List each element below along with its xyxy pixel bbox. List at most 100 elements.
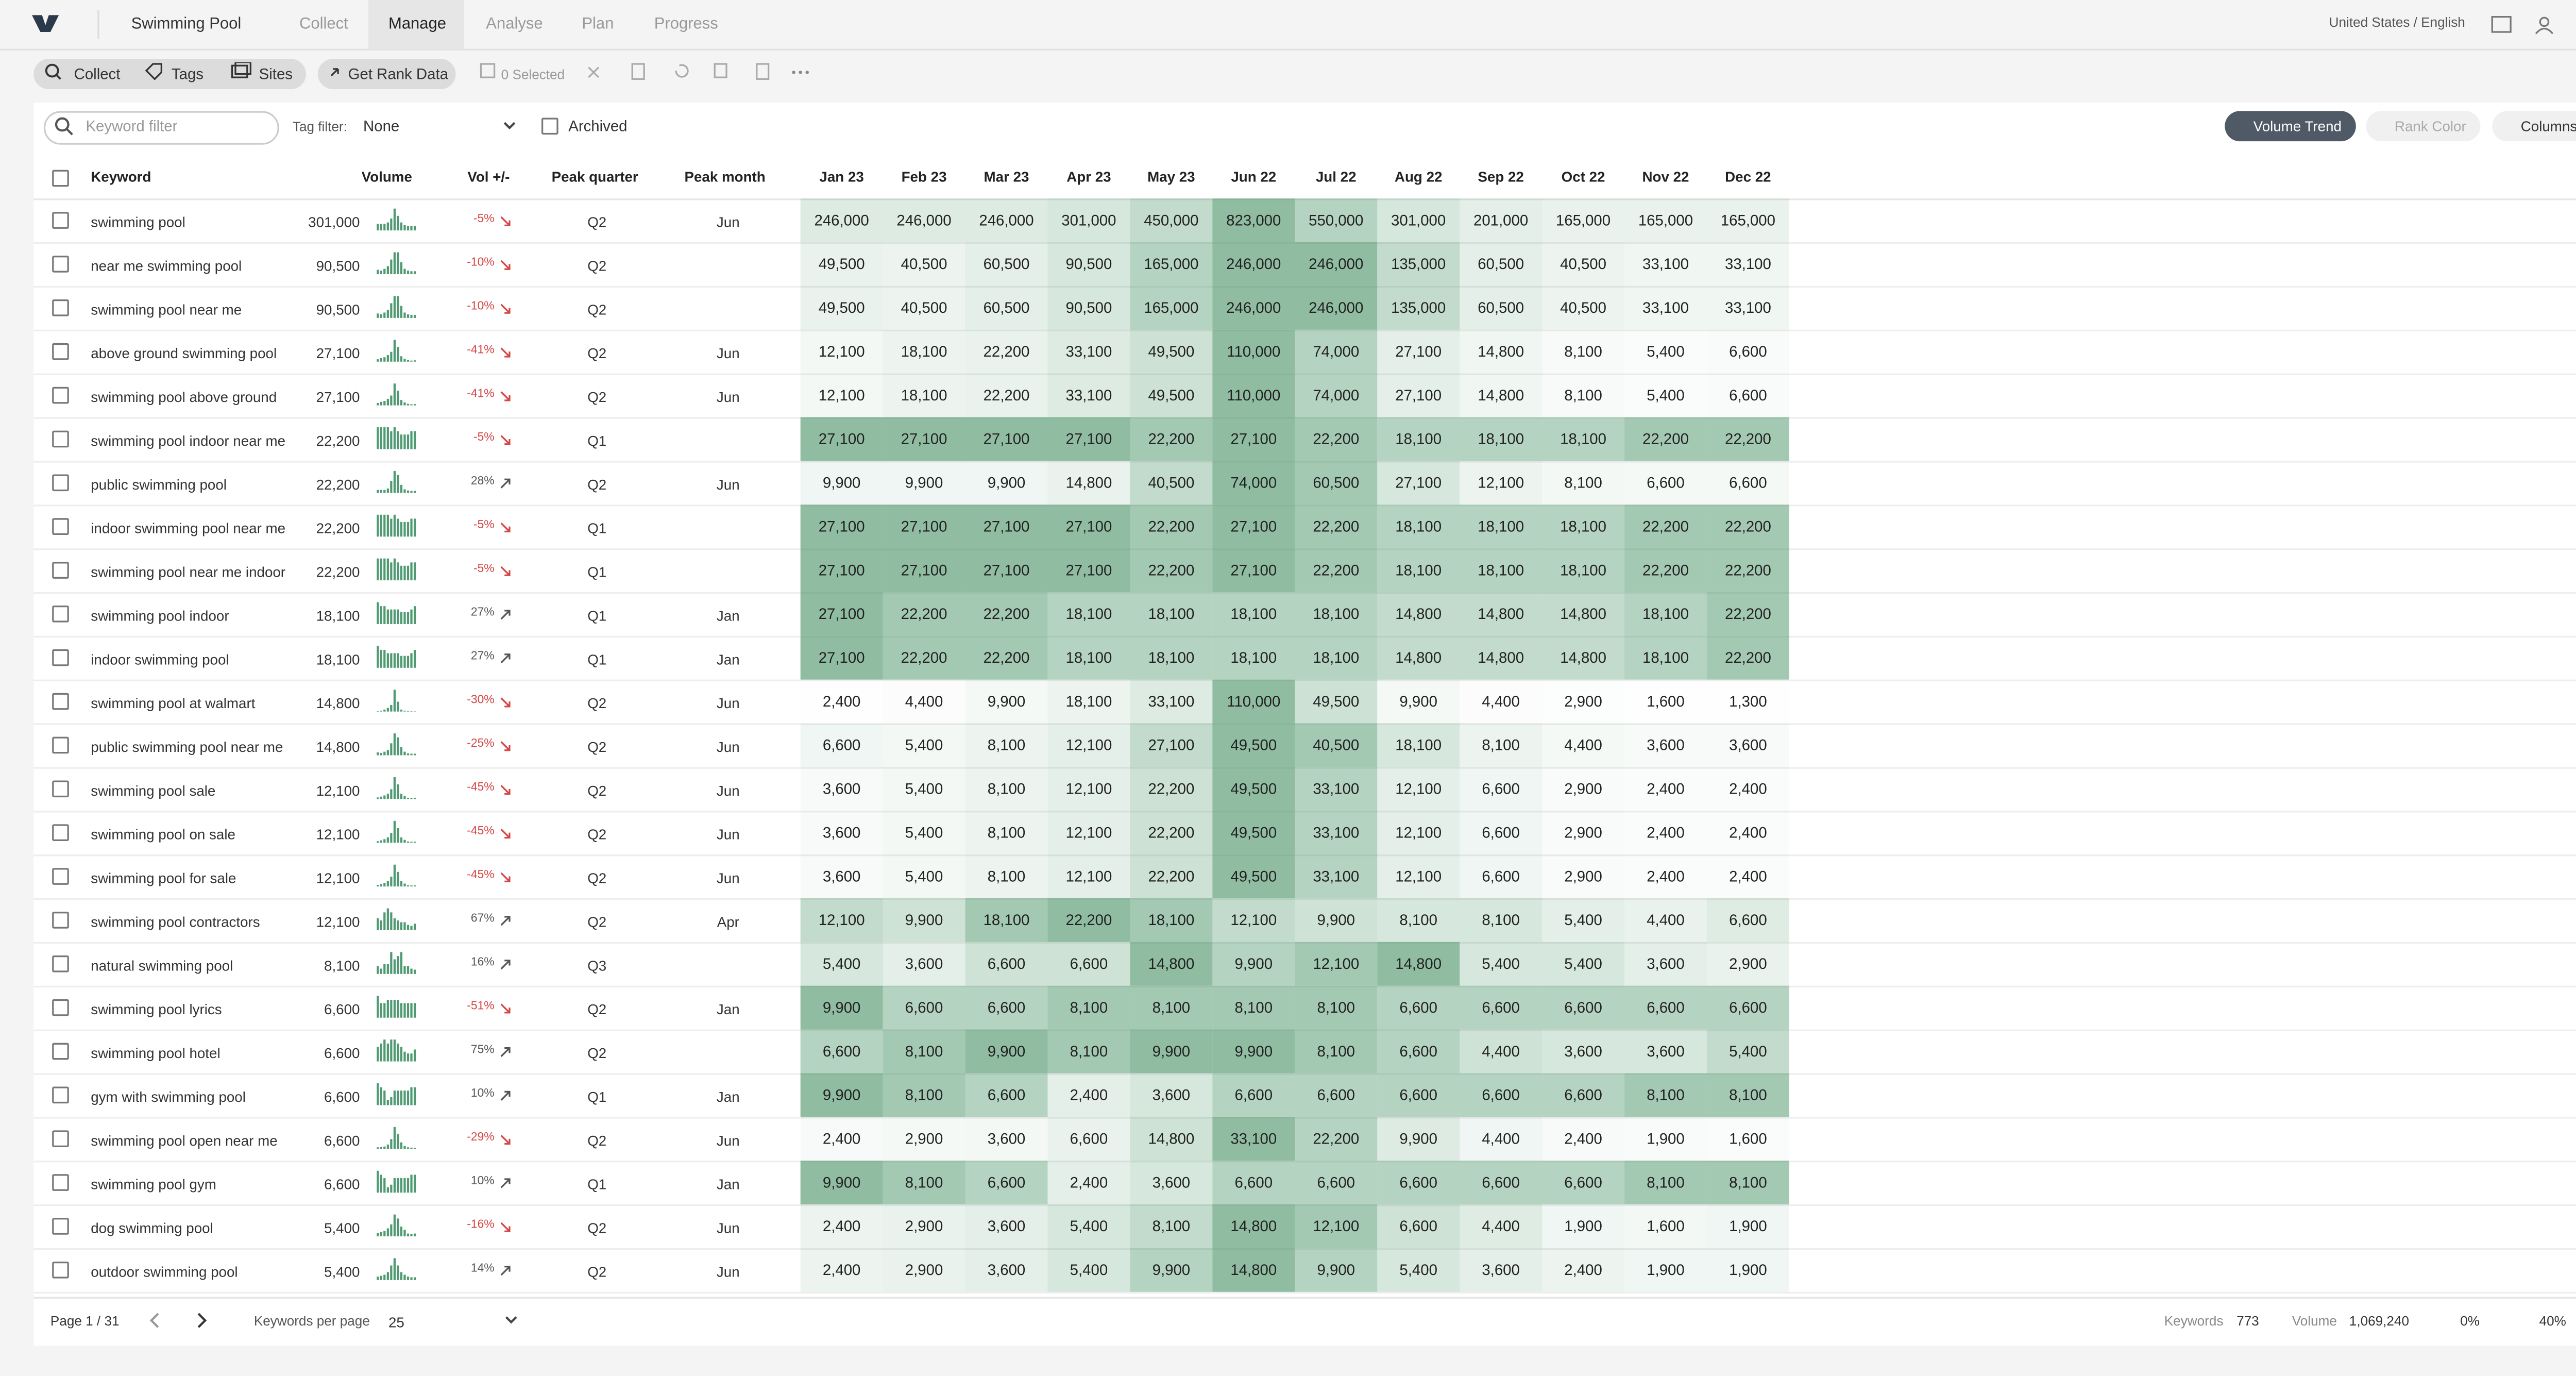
column-header[interactable]: Jul 22 — [1315, 168, 1357, 186]
dropdown-caret[interactable] — [501, 120, 518, 133]
month-cell: 33,100 — [1295, 767, 1378, 811]
per-page-value[interactable]: 25 — [388, 1314, 404, 1331]
view-label[interactable]: Columns — [2520, 118, 2576, 135]
column-header[interactable]: Peak month — [684, 168, 766, 186]
keyword[interactable]: swimming pool for sale — [91, 869, 236, 887]
rank-button[interactable] — [317, 59, 456, 89]
row-checkbox[interactable] — [52, 999, 69, 1016]
column-header[interactable]: Mar 23 — [984, 168, 1029, 186]
spark-bar — [393, 733, 396, 756]
logo[interactable] — [30, 12, 61, 36]
column-header[interactable]: Apr 23 — [1066, 168, 1111, 186]
row-checkbox[interactable] — [52, 1130, 69, 1148]
keyword[interactable]: swimming pool gym — [91, 1176, 216, 1193]
column-header[interactable]: Oct 22 — [1561, 168, 1605, 186]
row-checkbox[interactable] — [52, 430, 69, 448]
column-header[interactable]: Jun 22 — [1231, 168, 1277, 186]
tag-filter-value[interactable]: None — [363, 118, 400, 135]
row-checkbox[interactable] — [52, 868, 69, 885]
keyword[interactable]: gym with swimming pool — [91, 1088, 246, 1105]
keyword[interactable]: swimming pool hotel — [91, 1044, 221, 1062]
keyword[interactable]: swimming pool lyrics — [91, 1001, 222, 1018]
keyword[interactable]: swimming pool on sale — [91, 826, 235, 843]
view-label[interactable]: Volume Trend — [2253, 118, 2342, 135]
row-checkbox[interactable] — [52, 955, 69, 972]
locale[interactable]: United States / English — [2329, 15, 2465, 30]
column-header[interactable]: Jan 23 — [819, 168, 864, 186]
keyword[interactable]: public swimming pool — [91, 476, 227, 493]
keyword[interactable]: public swimming pool near me — [91, 738, 283, 756]
column-header[interactable]: Peak quarter — [551, 168, 638, 186]
keyword-filter[interactable] — [43, 111, 279, 145]
row-checkbox[interactable] — [52, 912, 69, 929]
column-header[interactable]: Vol +/- — [467, 168, 510, 186]
keyword[interactable]: swimming pool at walmart — [91, 695, 256, 712]
toolbar-icons[interactable] — [44, 62, 817, 86]
row-checkbox[interactable] — [52, 474, 69, 492]
keyword[interactable]: above ground swimming pool — [91, 345, 277, 362]
row-checkbox[interactable] — [52, 606, 69, 623]
keyword[interactable]: swimming pool indoor — [91, 607, 229, 624]
row-checkbox[interactable] — [52, 1086, 69, 1104]
view-label[interactable]: Rank Color — [2394, 118, 2466, 135]
column-header[interactable]: Aug 22 — [1394, 168, 1443, 186]
row-checkbox[interactable] — [52, 780, 69, 798]
row-checkbox[interactable] — [52, 387, 69, 404]
archived-checkbox[interactable] — [541, 118, 558, 135]
nav-tab[interactable]: Manage — [388, 15, 447, 34]
tool-button[interactable]: Sites — [259, 65, 293, 82]
row-checkbox[interactable] — [52, 256, 69, 273]
tool-button[interactable]: Collect — [74, 65, 121, 82]
pager[interactable] — [145, 1311, 212, 1331]
view-button[interactable] — [2366, 111, 2481, 142]
keyword[interactable]: dog swimming pool — [91, 1219, 213, 1237]
column-header[interactable]: Sep 22 — [1478, 168, 1524, 186]
row-checkbox[interactable] — [52, 1218, 69, 1235]
row-checkbox[interactable] — [52, 343, 69, 360]
keyword[interactable]: swimming pool near me indoor — [91, 563, 286, 581]
row-checkbox[interactable] — [52, 562, 69, 579]
per-page-caret[interactable] — [503, 1314, 520, 1327]
project-name[interactable]: Swimming Pool — [131, 15, 242, 34]
nav-tab[interactable]: Collect — [299, 15, 348, 34]
nav-tab[interactable]: Progress — [654, 15, 718, 34]
row-checkbox[interactable] — [52, 693, 69, 710]
view-button[interactable] — [2225, 111, 2356, 142]
keyword[interactable]: indoor swimming pool — [91, 651, 229, 668]
row-checkbox[interactable] — [52, 1043, 69, 1060]
row-checkbox[interactable] — [52, 212, 69, 229]
column-header[interactable]: Dec 22 — [1725, 168, 1771, 186]
nav-tab[interactable]: Plan — [582, 15, 614, 34]
column-header[interactable]: Keyword — [91, 168, 151, 186]
nav-icons[interactable] — [2490, 13, 2576, 37]
month-cell: 246,000 — [1295, 242, 1378, 286]
rank-label[interactable]: Get Rank Data — [348, 65, 448, 82]
column-header[interactable]: Feb 23 — [901, 168, 947, 186]
row-checkbox[interactable] — [52, 736, 69, 754]
header-checkbox[interactable] — [52, 170, 69, 187]
row-checkbox[interactable] — [52, 299, 69, 316]
keyword[interactable]: swimming pool above ground — [91, 388, 277, 406]
keyword[interactable]: swimming pool open near me — [91, 1132, 278, 1149]
column-header[interactable]: May 23 — [1147, 168, 1195, 186]
row-checkbox[interactable] — [52, 649, 69, 666]
row-checkbox[interactable] — [52, 1262, 69, 1279]
row-checkbox[interactable] — [52, 1174, 69, 1191]
keyword[interactable]: outdoor swimming pool — [91, 1263, 238, 1280]
row-checkbox[interactable] — [52, 518, 69, 535]
nav-tab[interactable]: Analyse — [486, 15, 543, 34]
keyword[interactable]: swimming pool contractors — [91, 913, 260, 930]
keyword[interactable]: swimming pool sale — [91, 782, 216, 799]
keyword[interactable]: swimming pool — [91, 213, 185, 231]
keyword[interactable]: near me swimming pool — [91, 257, 242, 275]
view-button[interactable] — [2492, 111, 2576, 142]
keyword[interactable]: natural swimming pool — [91, 957, 233, 974]
keyword[interactable]: swimming pool indoor near me — [91, 432, 286, 449]
row-checkbox[interactable] — [52, 824, 69, 841]
tool-button[interactable]: Tags — [171, 65, 204, 82]
column-header[interactable]: Nov 22 — [1642, 168, 1689, 186]
column-header[interactable]: Volume — [361, 168, 412, 186]
keyword[interactable]: indoor swimming pool near me — [91, 519, 286, 537]
month-cell: 90,500 — [1047, 242, 1130, 286]
keyword[interactable]: swimming pool near me — [91, 301, 242, 318]
